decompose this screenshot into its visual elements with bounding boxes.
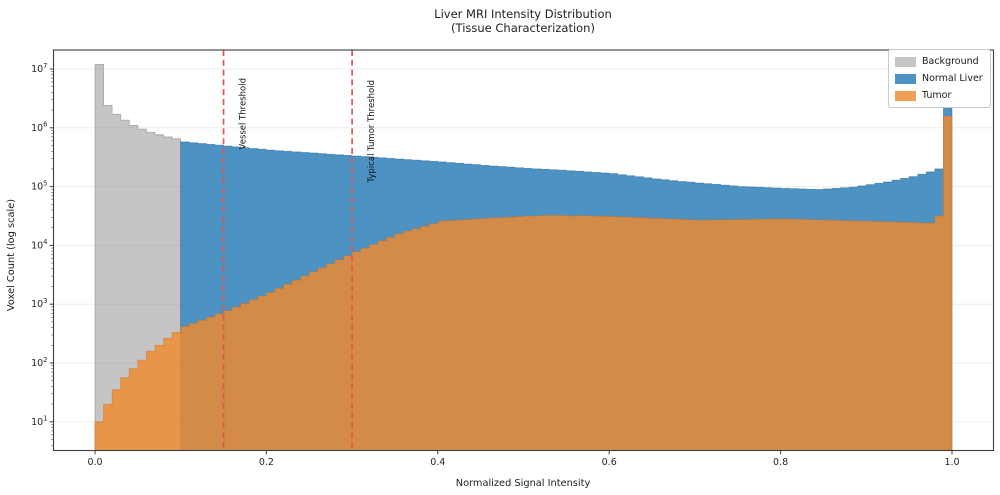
legend-swatch-tumor bbox=[895, 90, 916, 101]
x-tick-label: 0.6 bbox=[602, 457, 617, 468]
y-tick-label: 103 bbox=[31, 297, 47, 310]
legend-label-tumor: Tumor bbox=[922, 90, 952, 101]
x-tick-label: 0.4 bbox=[430, 457, 445, 468]
tick-labels: 0.0 0.2 0.4 0.6 0.8 1.0 101 102 103 104 105 106 107 bbox=[31, 62, 959, 468]
tumor-threshold-label: Typical Tumor Threshold bbox=[367, 80, 377, 183]
legend-swatch-normal-liver bbox=[895, 73, 916, 84]
chart-title-line2: (Tissue Characterization) bbox=[451, 21, 595, 35]
y-tick-label: 101 bbox=[31, 415, 47, 428]
legend-item-background: Background bbox=[895, 55, 984, 68]
y-tick-label: 107 bbox=[31, 62, 47, 75]
chart-title-line1: Liver MRI Intensity Distribution bbox=[434, 7, 612, 21]
legend-item-normal-liver: Normal Liver bbox=[895, 72, 984, 85]
legend-swatch-background bbox=[895, 56, 916, 67]
series-tumor bbox=[94, 115, 953, 451]
x-tick-label: 0.0 bbox=[87, 457, 102, 468]
legend-label-background: Background bbox=[922, 56, 979, 67]
y-tick-label: 102 bbox=[31, 356, 47, 369]
x-tick-label: 0.2 bbox=[259, 457, 274, 468]
y-tick-label: 104 bbox=[31, 238, 47, 251]
x-axis-label: Normalized Signal Intensity bbox=[456, 478, 591, 489]
y-tick-label: 106 bbox=[31, 121, 47, 134]
y-axis-label: Voxel Count (log scale) bbox=[6, 199, 17, 311]
vessel-threshold-label: Vessel Threshold bbox=[239, 78, 249, 149]
legend-item-tumor: Tumor bbox=[895, 89, 984, 102]
legend: Background Normal Liver Tumor bbox=[888, 49, 991, 108]
plot-frame bbox=[52, 49, 995, 452]
x-tick-label: 1.0 bbox=[944, 457, 959, 468]
legend-label-normal-liver: Normal Liver bbox=[922, 73, 983, 84]
threshold-lines bbox=[222, 50, 353, 451]
x-tick-label: 0.8 bbox=[773, 457, 788, 468]
axis-ticks bbox=[49, 68, 953, 455]
histogram-bars bbox=[94, 63, 953, 451]
y-tick-label: 105 bbox=[31, 179, 47, 192]
